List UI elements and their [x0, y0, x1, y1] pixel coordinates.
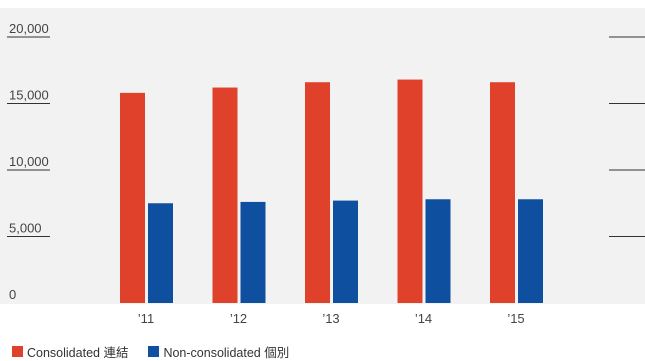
x-tick-label: ’13	[322, 311, 339, 326]
y-tick-label: 5,000	[9, 221, 42, 236]
bar-non-consolidated	[240, 201, 266, 303]
bar-consolidated	[120, 92, 145, 303]
legend-item-consolidated: Consolidated 連結	[12, 342, 128, 361]
y-axis-right-marks	[609, 36, 645, 237]
x-tick-label: ’11	[138, 311, 154, 326]
x-tick-label: ’15	[507, 311, 524, 326]
x-axis: ’11 ’12 ’13 ’14 ’15	[138, 311, 525, 326]
legend-item-non-consolidated: Non-consolidated 個別	[148, 342, 289, 361]
y-tick-label: 15,000	[9, 88, 49, 103]
bar-non-consolidated	[518, 199, 543, 303]
legend-swatch-consolidated	[12, 346, 23, 357]
y-tick-label: 0	[9, 287, 16, 302]
y-tick-label: 10,000	[9, 154, 49, 169]
legend-label-consolidated: Consolidated 連結	[27, 346, 129, 360]
x-tick-label: ’14	[415, 311, 432, 326]
bar-consolidated	[212, 87, 238, 303]
bar-consolidated	[397, 79, 423, 303]
legend-swatch-non-consolidated	[148, 346, 160, 357]
bar-non-consolidated	[425, 199, 451, 303]
y-tick-label: 20,000	[9, 21, 49, 36]
legend-label-non-consolidated: Non-consolidated 個別	[163, 346, 290, 360]
bar-consolidated	[490, 82, 515, 303]
bar-consolidated	[305, 82, 330, 303]
legend: Consolidated 連結 Non-consolidated 個別	[12, 342, 309, 361]
bar-non-consolidated	[333, 200, 358, 303]
y-axis-left: 0 5,000 10,000 15,000 20,000	[7, 21, 50, 302]
x-tick-label: ’12	[230, 311, 247, 326]
bar-non-consolidated	[148, 203, 173, 303]
bar-group	[120, 79, 543, 303]
